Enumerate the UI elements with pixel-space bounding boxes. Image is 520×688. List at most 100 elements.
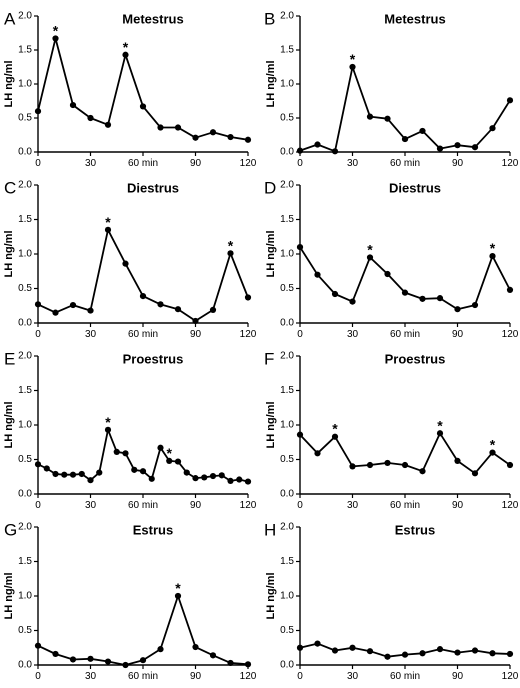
x-tick-label: 90 [190,158,202,169]
y-axis-title: LH ng/ml [3,401,15,448]
x-tick-label: 30 [347,671,359,682]
x-tick-label: 120 [240,671,257,682]
data-point [113,448,120,456]
x-tick-label: 0 [35,671,41,682]
y-tick-label: 0.5 [18,454,32,465]
peak-asterisk: * [332,421,338,437]
y-tick-label: 1.5 [280,214,294,225]
data-point [331,647,339,654]
y-tick-label: 2.0 [18,180,32,191]
y-tick-label: 2.0 [18,11,32,22]
x-tick-label: 60 min [390,500,420,511]
data-point [209,652,217,659]
y-tick-label: 0.5 [280,454,294,465]
data-point [87,307,94,314]
data-point [401,135,409,143]
data-point [78,470,85,478]
panel-b: B Metestrus 0.0 0.5 1.0 1.5 2.0 0 30 60 min 90 120 L… [264,9,519,169]
x-tick-label: 120 [502,500,519,511]
data-point [401,461,409,469]
y-axis-title: LH ng/ml [265,572,277,619]
panel-title: Diestrus [127,180,179,195]
y-tick-label: 1.0 [280,79,294,90]
data-point [401,289,409,296]
panel-title: Estrus [133,522,173,537]
x-tick-label: 90 [190,329,202,340]
data-point [366,648,374,655]
peak-asterisk: * [123,39,129,55]
peak-asterisk: * [105,214,111,230]
x-tick-label: 120 [240,500,257,511]
data-point [96,469,103,476]
y-tick-label: 1.0 [18,79,32,90]
data-point [174,124,182,131]
x-tick-label: 60 min [128,329,158,340]
data-point [69,101,77,109]
x-tick-label: 90 [452,500,464,511]
data-point [104,121,112,128]
y-tick-label: 2.0 [280,11,294,22]
data-point [489,125,496,132]
data-point [174,458,182,465]
data-point [227,133,234,141]
data-point [131,466,138,473]
y-tick-label: 0.0 [280,489,294,500]
x-tick-label: 120 [502,671,519,682]
data-point [209,129,217,136]
y-tick-label: 0.0 [280,318,294,329]
series-line [37,37,249,141]
y-tick-label: 1.5 [18,556,32,567]
data-point [69,301,77,309]
data-point [331,148,339,155]
data-point [489,449,496,456]
data-point [384,115,391,122]
y-tick-label: 0.5 [18,113,32,124]
peak-asterisk: * [437,417,443,433]
data-point [384,459,391,467]
y-tick-label: 1.0 [280,420,294,431]
x-tick-label: 90 [452,671,464,682]
panel-g: G Estrus 0.0 0.5 1.0 1.5 2.0 0 30 60 min 90 120 LH n… [3,520,257,682]
data-point [454,306,461,313]
data-point [209,306,217,313]
data-point [244,661,252,668]
data-point [157,124,164,131]
data-point [366,461,374,469]
data-point [192,643,199,651]
data-point [34,461,42,468]
y-tick-label: 0.5 [280,113,294,124]
x-tick-label: 60 min [390,671,420,682]
x-tick-label: 120 [240,329,257,340]
x-tick-label: 60 min [390,158,420,169]
x-tick-label: 30 [85,500,97,511]
data-point [436,430,444,437]
data-point [183,469,190,476]
data-point [52,35,59,42]
peak-asterisk: * [175,580,181,596]
data-point [227,250,234,257]
data-point [401,651,409,658]
data-point [349,298,356,305]
data-point [366,254,374,261]
x-tick-label: 30 [85,329,97,340]
panel-a: A Metestrus 0.0 0.5 1.0 1.5 2.0 0 30 60 min 90 120 L… [3,9,257,169]
y-axis-title: LH ng/ml [265,60,277,107]
data-point [52,470,59,478]
data-point [349,644,356,651]
x-tick-label: 120 [502,329,519,340]
data-point [87,655,94,662]
data-point [506,461,514,469]
data-point [506,97,514,104]
data-point [296,431,304,438]
y-tick-label: 0.5 [280,625,294,636]
data-point [454,457,461,464]
panel-title: Metestrus [384,11,445,26]
data-point [349,463,356,470]
data-point [192,134,199,141]
peak-asterisk: * [367,241,373,257]
y-tick-label: 0.5 [18,625,32,636]
data-point [471,647,479,654]
x-tick-label: 60 min [128,671,158,682]
y-tick-label: 2.0 [280,180,294,191]
